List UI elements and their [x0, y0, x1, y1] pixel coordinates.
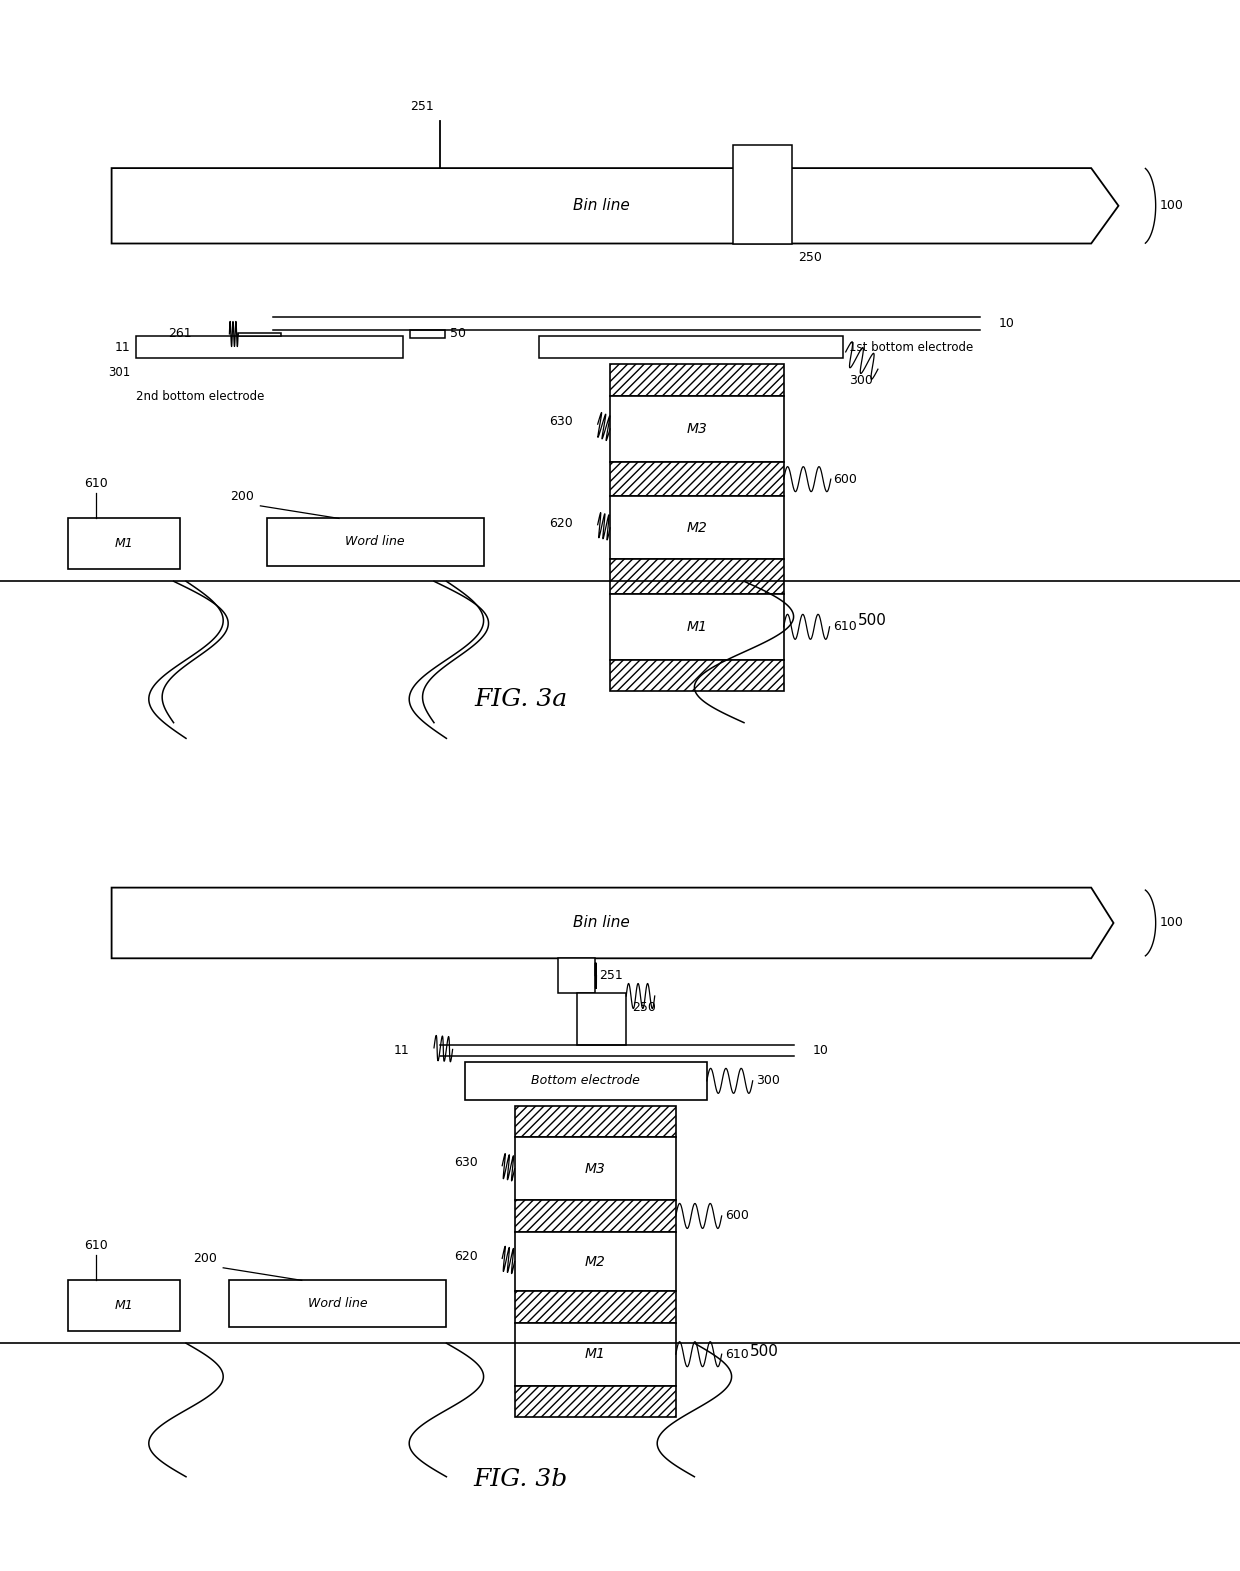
Bar — [539, 336, 843, 358]
Text: 610: 610 — [833, 621, 857, 633]
Bar — [68, 518, 180, 569]
Text: 11: 11 — [393, 1045, 409, 1057]
Text: FIG. 3a: FIG. 3a — [474, 688, 568, 710]
Bar — [610, 462, 784, 496]
Text: M1: M1 — [687, 621, 707, 633]
Text: Bottom electrode: Bottom electrode — [532, 1075, 640, 1087]
Text: 10: 10 — [812, 1045, 828, 1057]
Text: M1: M1 — [114, 537, 134, 550]
Polygon shape — [112, 888, 1114, 958]
Text: 620: 620 — [454, 1251, 477, 1263]
Text: 10: 10 — [998, 317, 1014, 330]
Bar — [515, 1291, 676, 1323]
Bar — [515, 1137, 676, 1200]
Bar — [515, 1106, 676, 1137]
Text: M1: M1 — [585, 1348, 605, 1360]
Bar — [238, 333, 281, 336]
Bar — [267, 518, 484, 566]
Bar — [68, 1280, 180, 1331]
Bar — [577, 993, 626, 1045]
Text: 300: 300 — [756, 1075, 780, 1087]
Text: 261: 261 — [169, 327, 192, 341]
Bar — [515, 1323, 676, 1386]
Bar — [515, 1200, 676, 1232]
Bar — [465, 1062, 707, 1100]
Text: 200: 200 — [231, 490, 254, 503]
Text: 500: 500 — [858, 613, 887, 628]
Bar — [610, 660, 784, 691]
Text: 250: 250 — [799, 251, 822, 264]
Text: M3: M3 — [585, 1163, 605, 1175]
Text: FIG. 3b: FIG. 3b — [474, 1469, 568, 1491]
Text: 300: 300 — [849, 374, 873, 386]
Bar — [610, 559, 784, 594]
Text: 100: 100 — [1159, 916, 1183, 930]
Text: M2: M2 — [585, 1255, 605, 1268]
Text: 610: 610 — [725, 1348, 749, 1360]
Bar — [610, 364, 784, 396]
Bar — [229, 1280, 446, 1327]
Polygon shape — [112, 168, 1118, 244]
Text: 500: 500 — [750, 1343, 779, 1359]
Text: 200: 200 — [193, 1252, 217, 1265]
Text: 250: 250 — [632, 1001, 656, 1013]
Bar — [610, 594, 784, 660]
Bar — [733, 145, 792, 244]
Text: M3: M3 — [687, 423, 707, 435]
Text: Word line: Word line — [308, 1298, 368, 1310]
Text: 251: 251 — [599, 969, 622, 982]
Text: 2nd bottom electrode: 2nd bottom electrode — [136, 390, 265, 402]
Bar — [558, 958, 595, 993]
Text: 630: 630 — [454, 1156, 477, 1169]
Text: Word line: Word line — [345, 536, 405, 548]
Text: 610: 610 — [84, 1240, 108, 1252]
Bar — [610, 496, 784, 559]
Text: 600: 600 — [833, 473, 857, 485]
Text: 301: 301 — [108, 366, 130, 379]
Text: M1: M1 — [114, 1299, 134, 1312]
Text: M2: M2 — [687, 522, 707, 534]
Text: 630: 630 — [549, 415, 573, 427]
Text: 100: 100 — [1159, 200, 1183, 212]
Bar — [515, 1386, 676, 1417]
Text: 1st bottom electrode: 1st bottom electrode — [849, 341, 973, 353]
Text: 11: 11 — [114, 341, 130, 353]
Text: 620: 620 — [549, 517, 573, 529]
Bar — [410, 330, 445, 338]
Bar — [610, 396, 784, 462]
Text: Bin line: Bin line — [573, 916, 630, 930]
Text: 600: 600 — [725, 1210, 749, 1222]
Text: 610: 610 — [84, 478, 108, 490]
Text: 50: 50 — [450, 327, 466, 341]
Bar — [136, 336, 403, 358]
Bar — [515, 1232, 676, 1291]
Text: Bin line: Bin line — [573, 198, 630, 214]
Text: 251: 251 — [409, 101, 434, 113]
